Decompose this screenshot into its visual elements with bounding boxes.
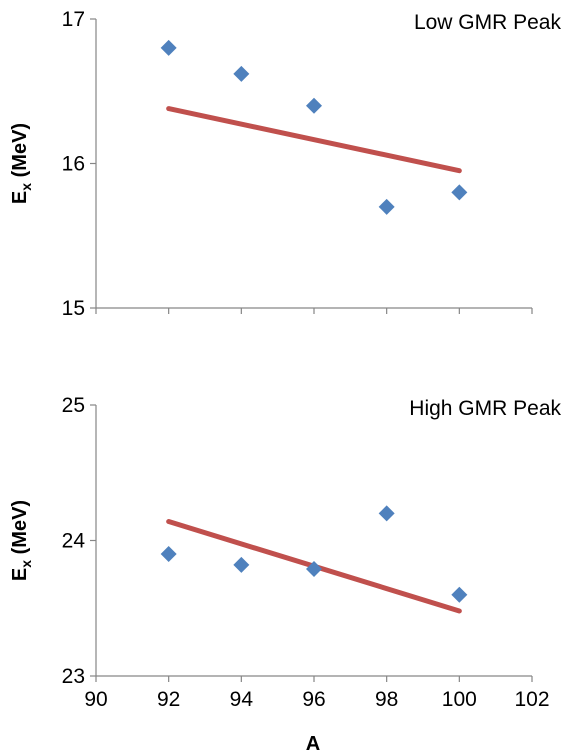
- high-data-point: [233, 556, 250, 573]
- high-y-tick-label: 23: [62, 665, 85, 688]
- y-label-subscript: x: [18, 560, 34, 568]
- y-label-main: E: [9, 568, 31, 581]
- low-y-tick-label: 17: [62, 8, 85, 31]
- panel-low-gmr: 15 16 17 Low GMR Peak Ex (MeV): [9, 8, 561, 320]
- high-x-tick-label: 96: [302, 688, 325, 711]
- low-trendline: [166, 106, 462, 174]
- panel-high-gmr: 23 24 25 90 92 94 96 98 100 102 High GMR Peak Ex (M…: [9, 394, 561, 755]
- y-label-subscript: x: [18, 183, 34, 191]
- high-y-tick-label: 24: [62, 530, 86, 553]
- low-data-point: [233, 65, 250, 82]
- low-data-point: [378, 198, 395, 215]
- high-y-tick-label: 25: [62, 394, 85, 417]
- y-label-main: E: [9, 191, 31, 204]
- high-x-axis-label: A: [306, 733, 320, 755]
- high-panel-title: High GMR Peak: [409, 397, 561, 420]
- high-data-point: [306, 560, 322, 577]
- low-data-point: [451, 184, 468, 201]
- low-panel-title: Low GMR Peak: [414, 11, 562, 34]
- high-data-point: [160, 546, 177, 563]
- high-x-tick-label: 102: [514, 688, 549, 711]
- low-data-point: [160, 39, 177, 56]
- low-y-tick-label: 15: [62, 297, 85, 320]
- high-x-tick-label: 92: [157, 688, 180, 711]
- y-label-unit: (MeV): [9, 123, 31, 183]
- high-x-tick-label: 90: [84, 688, 107, 711]
- high-data-point: [451, 586, 468, 603]
- low-y-axis-label: Ex (MeV): [9, 123, 34, 204]
- high-data-point: [378, 505, 395, 522]
- high-x-tick-label: 94: [230, 688, 254, 711]
- low-data-point: [306, 97, 322, 114]
- y-label-unit: (MeV): [9, 500, 31, 560]
- low-y-tick-label: 16: [62, 153, 85, 176]
- high-x-tick-label: 100: [442, 688, 477, 711]
- high-y-axis-label: Ex (MeV): [9, 500, 34, 581]
- high-x-tick-label: 98: [375, 688, 398, 711]
